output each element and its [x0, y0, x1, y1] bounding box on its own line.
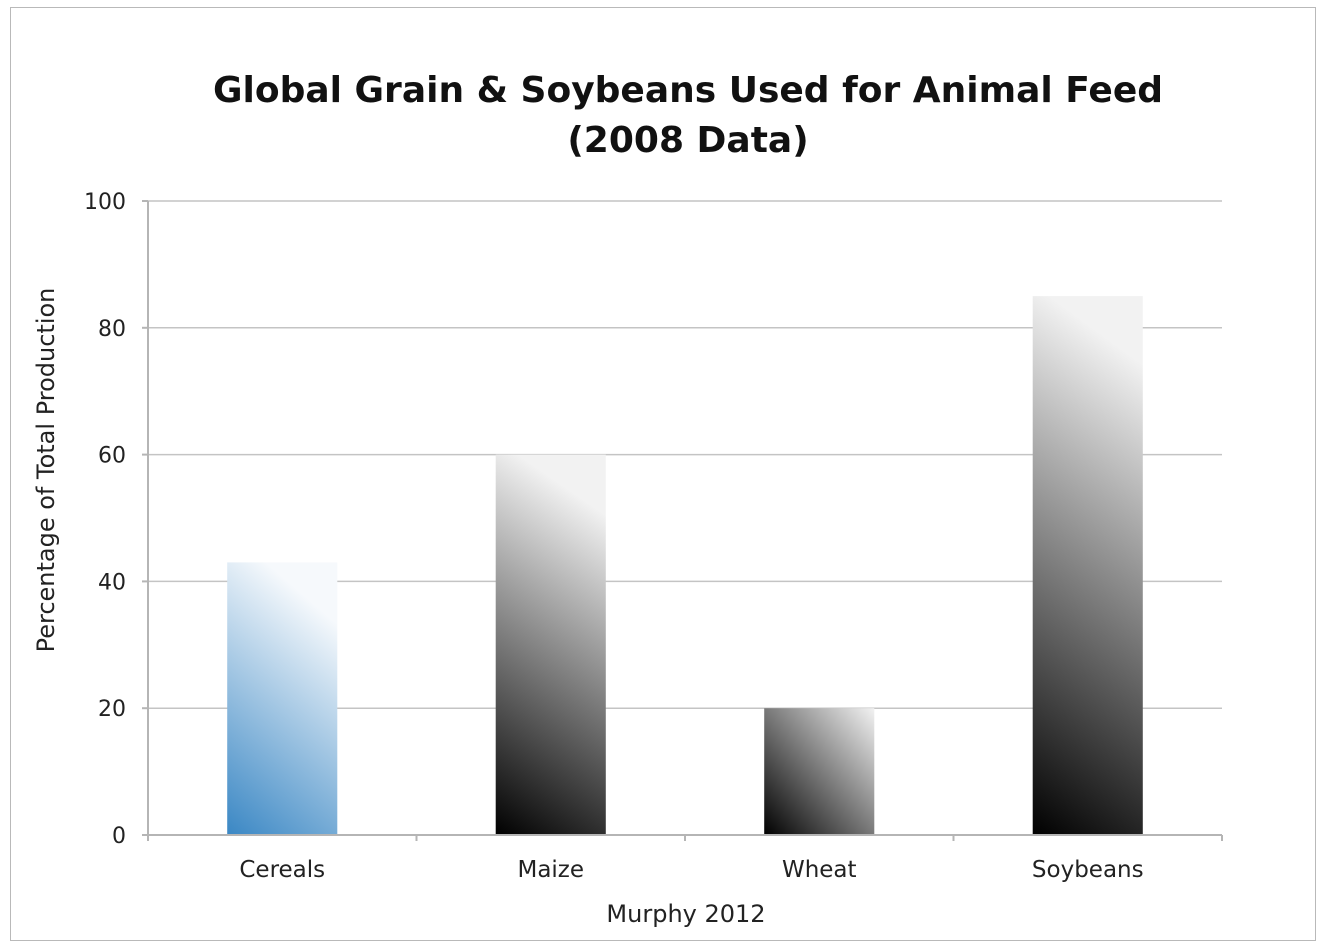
- bars: [227, 296, 1143, 836]
- chart-subtitle: (2008 Data): [567, 120, 808, 161]
- x-category-labels: Cereals Maize Wheat Soybeans: [239, 857, 1143, 883]
- y-tick-label: 60: [98, 444, 126, 469]
- y-tick-label: 20: [98, 697, 126, 722]
- axes: [142, 200, 1223, 841]
- x-axis-label: Murphy 2012: [606, 900, 765, 928]
- x-category-label: Maize: [517, 857, 584, 883]
- x-category-label: Wheat: [782, 857, 857, 883]
- chart-title: Global Grain & Soybeans Used for Animal …: [213, 70, 1163, 111]
- bar-wheat: [764, 708, 875, 835]
- bar-cereals: [227, 562, 338, 835]
- y-axis-label: Percentage of Total Production: [32, 288, 60, 653]
- bar-maize: [495, 454, 606, 835]
- x-category-label: Cereals: [239, 857, 325, 883]
- y-tick-labels: 0 20 40 60 80 100: [84, 190, 126, 849]
- y-tick-label: 0: [112, 824, 126, 849]
- y-tick-label: 100: [84, 190, 126, 215]
- y-tick-label: 40: [98, 570, 126, 595]
- x-category-label: Soybeans: [1032, 857, 1144, 883]
- bar-soybeans: [1032, 296, 1143, 836]
- y-tick-label: 80: [98, 317, 126, 342]
